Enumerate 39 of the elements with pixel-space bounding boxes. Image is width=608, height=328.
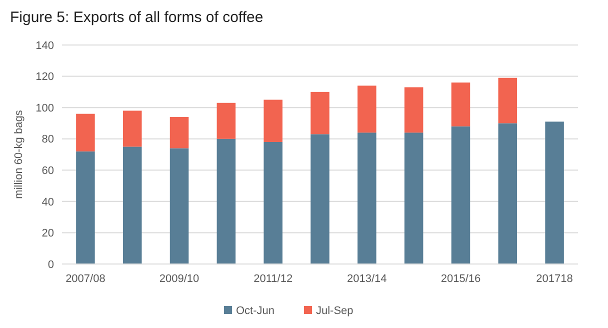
bar bbox=[122, 110, 142, 147]
bar bbox=[170, 148, 189, 264]
bar bbox=[451, 82, 470, 126]
chart-title: Figure 5: Exports of all forms of coffee bbox=[10, 9, 264, 26]
bar bbox=[122, 146, 142, 264]
bar bbox=[76, 114, 95, 152]
legend-label: Jul-Sep bbox=[316, 305, 354, 317]
bar bbox=[545, 122, 564, 264]
y-tick-label: 40 bbox=[42, 196, 54, 208]
x-tick-label: 2015/16 bbox=[440, 273, 481, 285]
bar bbox=[404, 87, 424, 133]
bar bbox=[404, 132, 424, 264]
x-tick-label: 2011/12 bbox=[254, 273, 293, 285]
x-tick-label: 2007/08 bbox=[66, 273, 106, 285]
x-tick-label: 201718 bbox=[536, 273, 573, 285]
bar bbox=[358, 86, 376, 133]
bar bbox=[498, 123, 518, 264]
bar bbox=[170, 116, 189, 148]
x-tick-label: 2013/14 bbox=[347, 273, 387, 285]
bar bbox=[264, 100, 282, 142]
bar bbox=[216, 138, 236, 264]
bar bbox=[498, 78, 518, 124]
y-tick-label: 120 bbox=[36, 71, 54, 84]
bar bbox=[310, 134, 330, 264]
x-tick-label: 2009/10 bbox=[159, 273, 200, 285]
bar bbox=[216, 102, 236, 139]
y-tick-label: 100 bbox=[36, 102, 54, 114]
bar bbox=[310, 92, 330, 134]
y-tick-label: 60 bbox=[42, 164, 54, 177]
y-tick-label: 80 bbox=[42, 134, 54, 146]
bar bbox=[451, 126, 470, 264]
y-tick-label: 140 bbox=[36, 40, 54, 52]
y-tick-label: 20 bbox=[42, 228, 54, 240]
y-axis-title: million 60-kg bags bbox=[13, 110, 25, 199]
bar bbox=[264, 142, 282, 264]
legend-label: Oct-Jun bbox=[236, 305, 275, 317]
bar bbox=[76, 151, 95, 264]
y-tick-label: 0 bbox=[48, 258, 54, 271]
bar bbox=[358, 132, 376, 264]
